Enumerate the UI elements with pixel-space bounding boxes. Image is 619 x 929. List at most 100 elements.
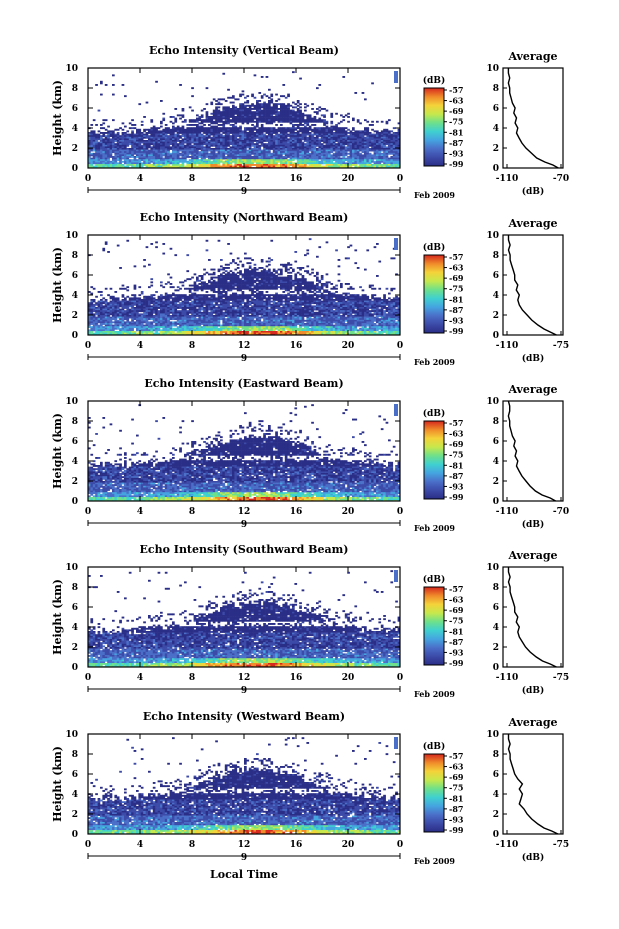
heatmap-cell [107,326,110,329]
heatmap-cell [136,324,139,327]
heatmap-cell [217,109,221,112]
heatmap-cell [133,284,137,287]
heatmap-cell [143,319,146,322]
heatmap-cell [256,130,259,133]
heatmap-cell [155,154,158,157]
heatmap-cell [280,127,283,130]
heatmap-cell [390,156,394,158]
heatmap-cell [337,152,341,155]
heatmap-cell [155,308,158,311]
heatmap-cell [260,106,264,109]
heatmap-cell [208,141,211,144]
heatmap-cell [179,302,182,305]
heatmap-cell [200,140,204,142]
heatmap-cell [176,331,180,333]
heatmap-cell [124,324,127,327]
heatmap-cell [174,165,178,168]
heatmap-cell [323,116,326,118]
heatmap-cell [148,146,151,149]
heatmap-cell [186,162,190,165]
heatmap-cell [337,143,341,146]
heatmap-cell [210,116,214,118]
heatmap-cell [102,122,106,125]
heatmap-cell [246,133,250,136]
heatmap-cell [116,148,120,150]
heatmap-cell [116,165,120,168]
heatmap-cell [263,112,266,115]
heatmap-cell [112,321,115,324]
heatmap-cell [251,152,254,155]
heatmap-cell [102,249,106,252]
heatmap-cell [361,92,365,94]
heatmap-cell [145,329,149,332]
heatmap-cell [217,160,221,163]
heatmap-cell [119,148,122,150]
heatmap-cell [97,130,101,133]
heatmap-cell [138,297,142,300]
heatmap-cell [287,138,290,141]
heatmap-cell [148,326,151,329]
heatmap-cell [284,127,288,130]
heatmap-cell [260,127,264,130]
heatmap-cell [116,324,120,327]
heatmap-cell [301,146,305,149]
heatmap-cell [104,164,108,166]
heatmap-cell [263,109,266,112]
heatmap-cell [100,160,103,163]
heatmap-cell [232,128,235,131]
heatmap-cell [232,146,235,149]
heatmap-cell [287,135,290,138]
heatmap-cell [258,157,262,160]
heatmap-cell [304,135,307,138]
heatmap-cell [152,135,156,138]
heatmap-cell [145,308,149,311]
heatmap-cell [265,151,269,154]
heatmap-cell [188,138,192,141]
heatmap-cell [133,316,137,319]
heatmap-cell [318,164,322,166]
heatmap-cell [104,299,108,301]
heatmap-cell [203,156,206,158]
heatmap-cell [191,119,194,122]
heatmap-cell [196,136,199,139]
heatmap-cell [380,138,384,141]
heatmap-cell [215,165,218,168]
heatmap-cell [169,297,173,300]
heatmap-cell [116,323,120,325]
heatmap-cell [191,157,194,160]
heatmap-cell [205,132,209,134]
heatmap-cell [155,151,158,154]
heatmap-cell [323,152,326,155]
heatmap-cell [169,116,173,118]
heatmap-cell [133,308,137,311]
heatmap-cell [371,157,374,160]
heatmap-cell [104,307,108,309]
heatmap-cell [100,159,103,162]
heatmap-cell [342,160,346,163]
heatmap-cell [349,160,353,163]
heatmap-cell [251,95,254,98]
heatmap-cell [145,311,149,314]
heatmap-cell [253,140,257,142]
heatmap-cell [160,120,163,123]
heatmap-cell [109,331,113,333]
heatmap-cell [277,112,281,115]
heatmap-cell [282,127,286,130]
heatmap-cell [280,119,283,122]
heatmap-cell [188,278,192,281]
heatmap-cell [100,326,103,329]
heatmap-cell [397,154,400,157]
heatmap-cell [239,165,242,168]
heatmap-cell [148,152,151,155]
heatmap-cell [397,136,400,139]
heatmap-cell [100,146,103,149]
heatmap-cell [131,156,134,158]
heatmap-cell [275,164,278,166]
heatmap-cell [196,127,199,130]
heatmap-cell [116,146,120,149]
heatmap-cell [349,143,353,146]
heatmap-cell [330,140,334,142]
heatmap-cell [272,127,276,130]
heatmap-cell [388,135,391,138]
colorbar-label: -69 [449,106,464,116]
